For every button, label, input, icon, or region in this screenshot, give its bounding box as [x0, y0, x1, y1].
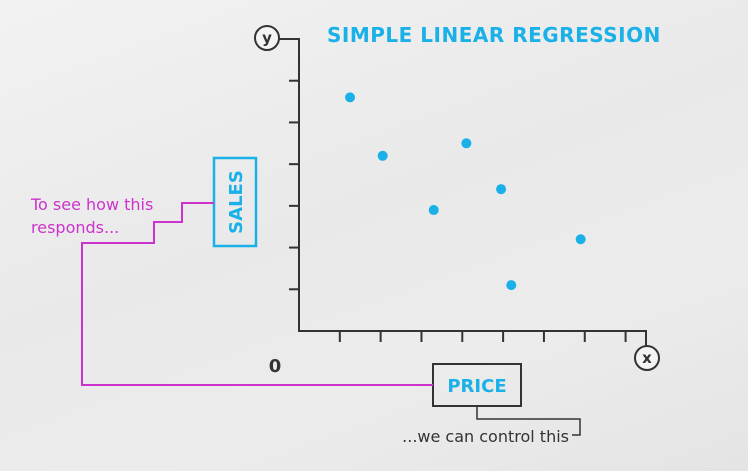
axes: [279, 38, 647, 347]
x-axis-symbol-label: x: [642, 349, 652, 367]
data-point: [377, 150, 388, 161]
price-box: PRICE: [432, 363, 522, 407]
data-point: [496, 184, 507, 195]
y-axis-label: SALES: [226, 170, 247, 234]
origin-label: 0: [269, 356, 282, 377]
data-point: [575, 234, 586, 245]
axis-ticks: [289, 79, 627, 342]
x-axis-label: PRICE: [447, 376, 506, 397]
response-annotation-line2: responds...: [31, 218, 119, 237]
sales-box: SALES: [212, 156, 258, 248]
x-axis-symbol: x: [634, 345, 660, 371]
data-point: [506, 280, 517, 291]
control-connector: [476, 406, 581, 436]
chart-title: SIMPLE LINEAR REGRESSION: [327, 23, 661, 47]
data-point: [461, 138, 472, 149]
y-axis-symbol-label: y: [262, 29, 272, 47]
control-annotation: ...we can control this: [402, 427, 569, 446]
scatter-points: [345, 92, 586, 291]
response-connector: [81, 202, 433, 386]
response-annotation-line1: To see how this: [30, 195, 153, 214]
data-point: [345, 92, 356, 103]
data-point: [428, 205, 439, 216]
y-axis-symbol: y: [254, 25, 280, 51]
